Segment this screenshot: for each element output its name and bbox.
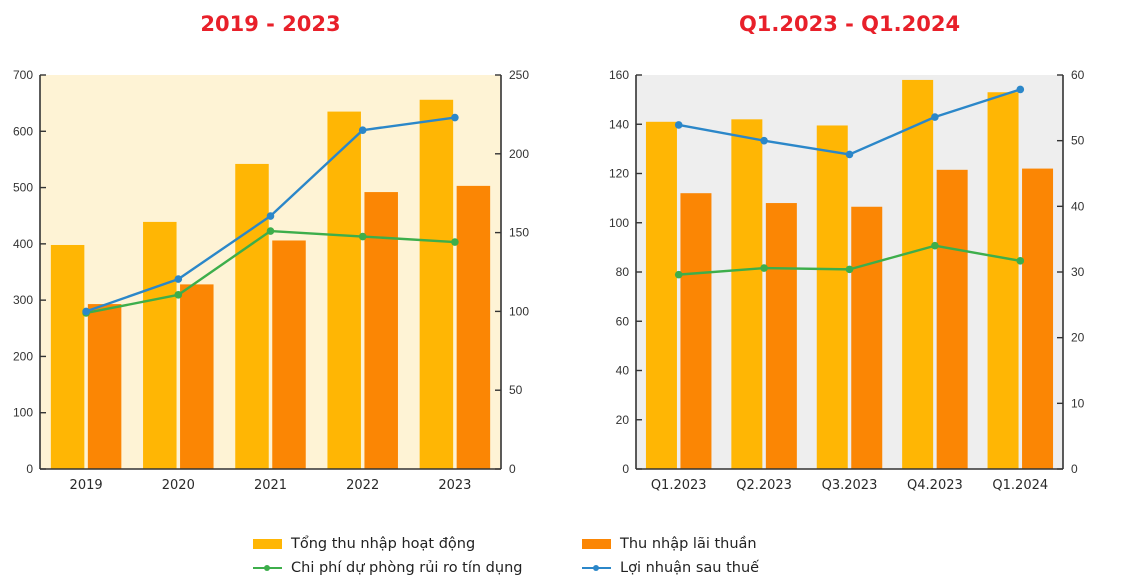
legend-item-provision: Chi phí dự phòng rủi ro tín dụng [253, 560, 522, 576]
left-bar-total-income-2023 [419, 99, 454, 469]
right-point-provision-Q2.2023 [760, 264, 768, 272]
left-point-profit-2022 [358, 126, 367, 134]
left-x-tick-label: 2022 [346, 478, 379, 493]
right-y-left-tick-label: 140 [609, 117, 629, 131]
left-y-left-tick-label: 0 [26, 462, 33, 476]
left-point-profit-2020 [174, 275, 183, 283]
left-y-right-tick-label: 200 [509, 147, 529, 161]
right-y-left-tick-label: 60 [616, 314, 630, 328]
right-bar-total-income-Q2.2023 [731, 119, 763, 469]
right-point-provision-Q1.2023 [674, 270, 683, 279]
right-point-profit-Q1.2023 [674, 121, 683, 129]
right-bar-total-income-Q4.2023 [902, 79, 934, 470]
right-point-provision-Q4.2023 [931, 241, 939, 250]
right-y-left-tick-label: 20 [616, 413, 630, 427]
legend-label-total-income: Tổng thu nhập hoạt động [291, 536, 476, 552]
right-bar-net-interest-Q1.2023 [680, 193, 712, 469]
right-chart-title: Q1.2023 - Q1.2024 [738, 12, 961, 36]
legend-swatch-total-income [253, 539, 282, 549]
legend-label-net-interest: Thu nhập lãi thuần [620, 536, 757, 552]
right-bar-net-interest-Q4.2023 [936, 169, 968, 469]
left-bar-net-interest-2020 [180, 284, 214, 469]
left-x-tick-label: 2019 [70, 478, 103, 493]
left-y-right-tick-label: 0 [509, 462, 516, 476]
left-y-left-tick-label: 400 [13, 237, 33, 251]
legend-item-net-interest: Thu nhập lãi thuần [582, 536, 757, 552]
right-x-tick-label: Q4.2023 [907, 478, 963, 493]
left-chart-title: 2019 - 2023 [200, 12, 341, 36]
left-x-tick-label: 2021 [254, 478, 287, 493]
right-chart: 0 20 40 60 80 100 120 140 160 0 10 20 30 40 50 60 Q1.202… [609, 68, 1085, 493]
left-bar-net-interest-2022 [364, 192, 398, 469]
right-y-right-tick-label: 0 [1071, 462, 1078, 476]
right-y-right-tick-label: 60 [1071, 68, 1085, 82]
right-y-right-tick-label: 40 [1071, 199, 1085, 213]
left-bar-total-income-2021 [235, 163, 269, 469]
right-bar-net-interest-Q1.2024 [1022, 168, 1054, 469]
right-x-tick-label: Q1.2023 [651, 478, 707, 493]
right-y-right-tick-label: 50 [1071, 134, 1085, 148]
right-y-right-tick-label: 30 [1071, 265, 1085, 279]
left-point-profit-2019 [82, 307, 90, 316]
right-bar-net-interest-Q2.2023 [765, 203, 797, 470]
left-point-profit-2023 [451, 113, 459, 122]
left-bar-net-interest-2021 [272, 240, 306, 469]
left-bar-total-income-2020 [143, 221, 177, 469]
right-y-left-tick-label: 120 [609, 167, 629, 181]
left-point-provision-2021 [266, 227, 275, 235]
left-y-left-tick-label: 300 [13, 293, 33, 307]
right-y-left-tick-label: 80 [616, 265, 630, 279]
left-y-right-tick-label: 250 [509, 68, 529, 82]
left-y-left-tick-label: 500 [13, 181, 33, 195]
legend-label-profit: Lợi nhuận sau thuế [620, 560, 760, 576]
legend-item-total-income: Tổng thu nhập hoạt động [253, 536, 475, 552]
left-y-left-tick-label: 700 [13, 68, 33, 82]
left-point-provision-2023 [451, 238, 459, 246]
left-bar-net-interest-2019 [87, 304, 122, 469]
right-y-left-tick-label: 100 [609, 216, 629, 230]
left-y-right-tick-label: 100 [509, 304, 529, 318]
right-bar-total-income-Q3.2023 [816, 125, 848, 469]
legend-line-profit-icon [582, 563, 611, 573]
right-point-profit-Q3.2023 [845, 150, 854, 159]
right-y-right-tick-label: 10 [1071, 396, 1085, 410]
right-point-profit-Q2.2023 [760, 136, 768, 145]
left-y-right-tick-label: 150 [509, 226, 529, 240]
right-y-left-tick-label: 0 [622, 462, 629, 476]
legend-label-provision: Chi phí dự phòng rủi ro tín dụng [291, 560, 523, 576]
right-x-tick-label: Q2.2023 [736, 478, 792, 493]
left-point-profit-2021 [266, 212, 275, 220]
right-bar-total-income-Q1.2024 [987, 92, 1019, 470]
left-chart: 0 100 200 300 400 500 600 700 0 50 100 150 200 250 201… [13, 68, 529, 493]
legend-swatch-net-interest [582, 539, 611, 549]
right-y-left-tick-label: 160 [609, 68, 629, 82]
right-y-left-tick-label: 40 [616, 364, 630, 378]
right-y-right-tick-label: 20 [1071, 331, 1085, 345]
left-bar-total-income-2019 [50, 244, 85, 469]
left-y-left-tick-label: 100 [13, 406, 33, 420]
left-y-left-tick-label: 600 [13, 124, 33, 138]
left-point-provision-2020 [174, 291, 183, 299]
legend-item-profit: Lợi nhuận sau thuế [582, 560, 759, 576]
left-x-tick-label: 2023 [438, 478, 471, 493]
left-x-tick-label: 2020 [162, 478, 195, 493]
right-bar-total-income-Q1.2023 [645, 121, 677, 469]
right-point-profit-Q4.2023 [931, 113, 939, 121]
right-point-provision-Q1.2024 [1016, 257, 1025, 265]
left-bar-total-income-2022 [327, 111, 361, 469]
right-point-provision-Q3.2023 [845, 265, 854, 274]
legend-line-provision-icon [253, 563, 282, 573]
right-x-tick-label: Q3.2023 [822, 478, 878, 493]
right-bar-net-interest-Q3.2023 [851, 206, 883, 469]
left-point-provision-2022 [358, 232, 367, 241]
left-y-left-tick-label: 200 [13, 349, 33, 363]
left-bar-net-interest-2023 [456, 185, 491, 469]
right-x-tick-label: Q1.2024 [992, 478, 1048, 493]
left-y-right-tick-label: 50 [509, 383, 523, 397]
right-point-profit-Q1.2024 [1016, 85, 1025, 94]
